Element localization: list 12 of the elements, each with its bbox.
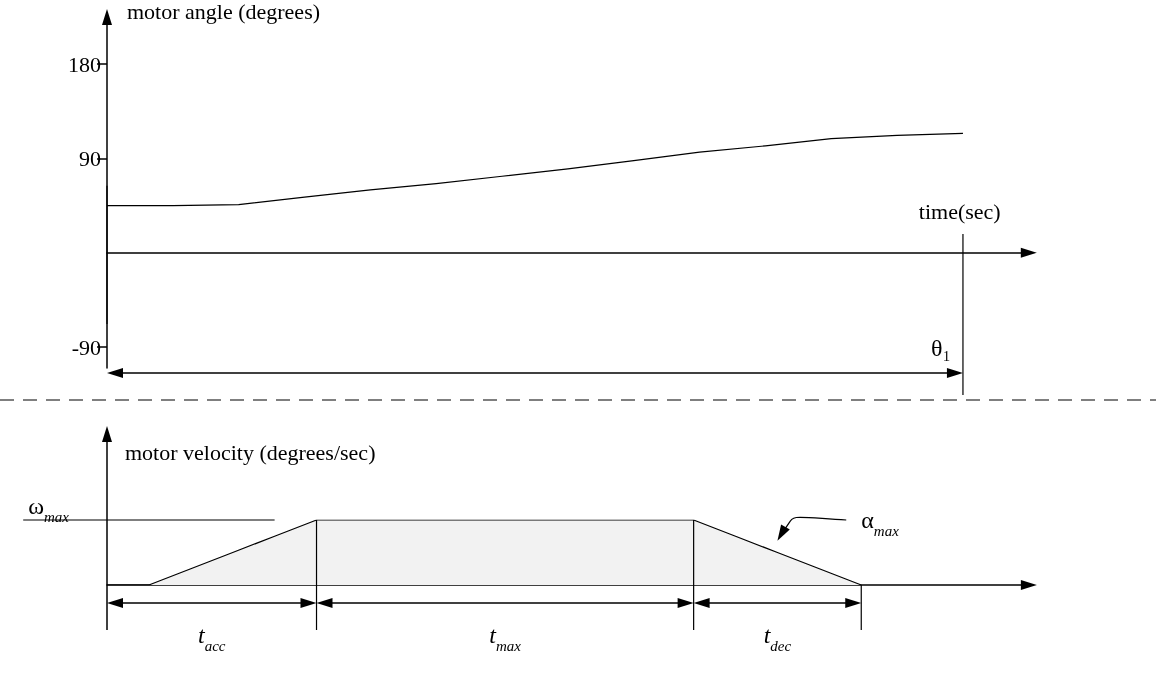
annotation: θ₁ — [931, 335, 951, 361]
annotation: α$_{max}$ — [861, 507, 900, 539]
text: t$_{acc}$ — [198, 622, 226, 654]
text: t$_{dec}$ — [763, 622, 792, 654]
y-axis-title: motor velocity (degrees/sec) — [125, 440, 376, 465]
text: t$_{max}$ — [489, 622, 522, 654]
y-tick-label: 180 — [68, 51, 101, 77]
ref-line-label: ω$_{max}$ — [28, 493, 70, 525]
y-tick-label: 90 — [79, 145, 101, 171]
y-axis-title: motor angle (degrees) — [127, 0, 321, 24]
y-tick-label: -90 — [71, 334, 101, 360]
x-axis-title: time(sec) — [918, 199, 1001, 225]
